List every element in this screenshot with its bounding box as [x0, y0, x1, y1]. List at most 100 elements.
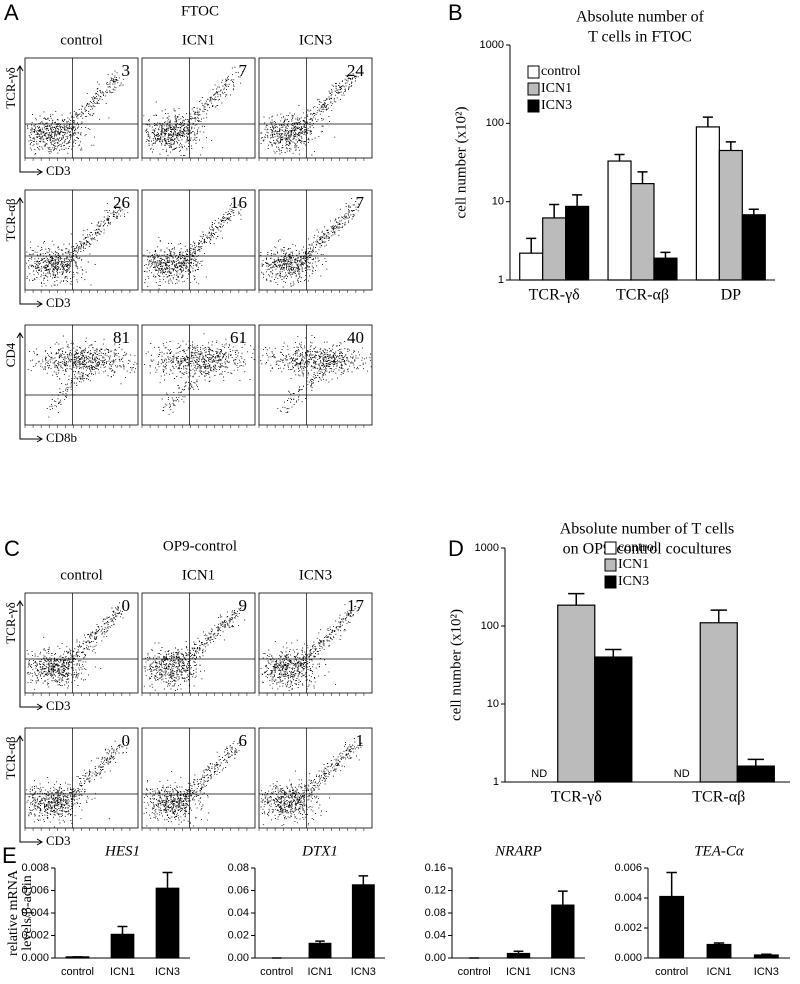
- y-tick-label: 1000: [475, 542, 499, 554]
- x-tick-label: ICN1: [307, 966, 332, 978]
- column-label: control: [60, 32, 103, 48]
- bar: [736, 765, 775, 783]
- error-bar: [117, 925, 128, 935]
- chart-title: HES1: [104, 843, 140, 859]
- x-tick-label: ICN3: [155, 966, 180, 978]
- x-axis-label: CD3: [46, 833, 71, 848]
- quadrant-percent: 61: [230, 328, 247, 347]
- y-axis-label: cell number (x10²): [453, 107, 469, 219]
- error-bar: [557, 890, 568, 906]
- panel-letter: E: [2, 843, 17, 868]
- y-tick-label: 0.002: [21, 929, 49, 941]
- y-tick-label: 0.16: [425, 862, 446, 874]
- bar: [653, 257, 678, 281]
- error-bar: [725, 141, 736, 151]
- y-tick-label: 1000: [480, 39, 504, 51]
- dot-cloud: [27, 70, 124, 155]
- y-tick-label: 0.08: [228, 862, 249, 874]
- y-tick-label: 0.02: [228, 929, 249, 941]
- x-tick-label: TCR-αβ: [616, 287, 669, 304]
- dot-cloud: [260, 198, 359, 288]
- flow-plot: [24, 727, 139, 829]
- dot-cloud: [260, 334, 372, 414]
- y-axis-label: CD4: [3, 342, 18, 367]
- legend-swatch: [604, 541, 617, 555]
- error-bar: [549, 203, 560, 218]
- quadrant-percent: 16: [230, 193, 247, 212]
- error-bar: [660, 251, 671, 259]
- x-tick-label: ICN1: [706, 966, 731, 978]
- error-bar: [526, 237, 537, 254]
- flow-plot: [141, 189, 256, 291]
- column-label: ICN3: [299, 567, 332, 583]
- panel-letter: C: [4, 536, 20, 561]
- chart-title: TEA-Cα: [694, 843, 745, 859]
- x-tick-label: control: [260, 966, 293, 978]
- y-tick-label: 0.000: [614, 952, 642, 964]
- error-bar: [315, 940, 325, 944]
- dot-cloud: [260, 738, 363, 826]
- quadrant-percent: 26: [113, 193, 130, 212]
- error-bar: [710, 609, 727, 623]
- dot-cloud: [27, 335, 138, 418]
- quadrant-percent: 7: [356, 193, 365, 212]
- quadrant-percent: 6: [239, 731, 248, 750]
- dot-cloud: [143, 740, 242, 827]
- y-tick-label: 0.04: [425, 929, 446, 941]
- flow-plot: [141, 592, 256, 694]
- y-tick-label: 1: [493, 776, 499, 788]
- bar: [659, 895, 685, 959]
- chart-title: Absolute number of: [576, 9, 705, 26]
- quadrant-percent: 9: [239, 596, 248, 615]
- quadrant-percent: 40: [347, 328, 364, 347]
- dot-cloud: [143, 607, 246, 691]
- y-tick-label: 0.006: [614, 862, 642, 874]
- quadrant-percent: 24: [347, 61, 365, 80]
- legend-label: ICN3: [618, 574, 649, 589]
- axis-arrow: [16, 197, 43, 308]
- chart-title: Absolute number of T cells: [560, 521, 735, 538]
- error-bar: [666, 871, 677, 897]
- bar: [699, 622, 738, 783]
- x-tick-label: ICN3: [754, 966, 779, 978]
- legend-label: ICN1: [618, 557, 649, 572]
- error-bar: [637, 171, 648, 184]
- error-bar: [747, 758, 764, 767]
- y-tick-label: 10: [492, 196, 504, 208]
- quadrant-percent: 0: [122, 596, 131, 615]
- y-tick-label: 100: [486, 117, 504, 129]
- axis-arrow: [16, 65, 43, 176]
- bar: [551, 904, 575, 959]
- y-tick-label: 0.002: [614, 922, 642, 934]
- y-axis-label: cell number (x10²): [448, 609, 464, 721]
- bar: [519, 252, 544, 281]
- flow-title: FTOC: [181, 3, 219, 19]
- x-tick-label: DP: [721, 287, 742, 304]
- bar: [351, 884, 375, 959]
- bar: [630, 183, 655, 281]
- y-tick-label: 10: [487, 698, 499, 710]
- x-axis-label: CD3: [46, 163, 71, 178]
- y-tick-label: 0.008: [21, 862, 49, 874]
- value-label: ND: [531, 768, 547, 780]
- y-tick-label: 0.00: [425, 952, 446, 964]
- error-bar: [605, 648, 622, 658]
- y-tick-label: 0.04: [228, 907, 249, 919]
- y-axis-label: relative mRNA: [6, 869, 21, 956]
- bar: [718, 149, 743, 281]
- error-bar: [748, 208, 759, 215]
- bar: [594, 656, 633, 783]
- bar: [753, 954, 779, 959]
- y-tick-label: 1: [498, 274, 504, 286]
- flow-plot: [24, 592, 139, 694]
- y-tick-label: 0.12: [425, 884, 446, 896]
- chart-title: T cells in FTOC: [588, 29, 692, 46]
- y-axis-label: TCR-αβ: [3, 198, 18, 241]
- y-axis-label: TCR-αβ: [3, 736, 18, 779]
- error-bar: [513, 950, 524, 954]
- bar: [110, 933, 135, 959]
- bar: [695, 126, 720, 281]
- chart-title: NRARP: [494, 843, 542, 859]
- x-tick-label: TCR-γδ: [551, 789, 602, 806]
- value-label: ND: [674, 768, 690, 780]
